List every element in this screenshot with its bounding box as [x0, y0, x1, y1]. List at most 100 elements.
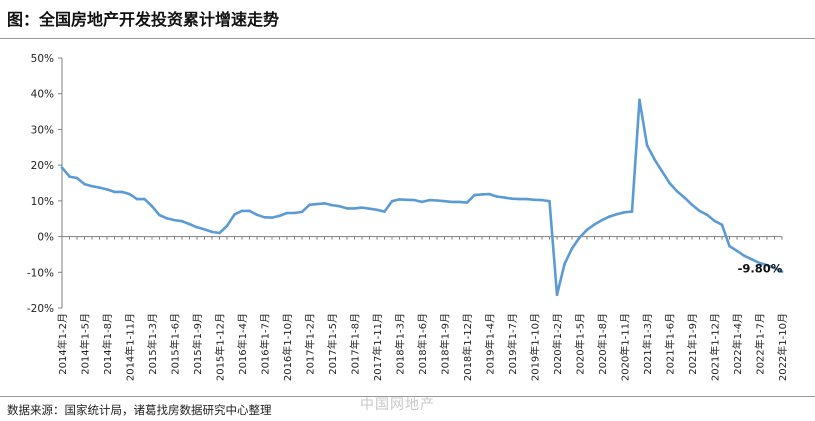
- y-tick-label: -20%: [27, 303, 54, 315]
- data-point: [300, 210, 304, 214]
- data-point: [263, 215, 266, 219]
- x-tick-label: 2020年1-11月: [619, 313, 632, 381]
- data-point: [375, 208, 379, 212]
- data-point: [75, 176, 79, 180]
- data-point: [435, 199, 439, 202]
- x-tick-label: 2018年1-6月: [416, 313, 429, 375]
- data-point: [195, 225, 199, 229]
- watermark: 中国网地产: [360, 397, 435, 413]
- data-point: [308, 203, 311, 207]
- x-tick-label: 2022年1-10月: [776, 313, 789, 381]
- data-point: [353, 207, 356, 210]
- data-point: [383, 210, 386, 213]
- data-point: [293, 211, 296, 215]
- x-tick-label: 2019年1-10月: [529, 313, 542, 381]
- chart-title: 图：全国房地产开发投资累计增速走势: [7, 10, 280, 29]
- data-point: [600, 218, 604, 222]
- data-point: [683, 196, 686, 199]
- data-point: [113, 190, 116, 194]
- data-point: [203, 228, 206, 231]
- y-tick-label: 30%: [31, 124, 54, 136]
- data-point: [143, 197, 146, 201]
- x-tick-label: 2018年1-9月: [439, 313, 452, 375]
- data-point: [488, 192, 491, 196]
- data-point: [735, 249, 739, 253]
- data-point: [83, 182, 86, 186]
- x-tick-label: 2015年1-6月: [169, 313, 182, 375]
- data-point: [525, 197, 529, 201]
- data-point: [158, 213, 161, 217]
- data-point: [728, 244, 731, 248]
- data-point: [180, 219, 184, 223]
- x-tick-label: 2021年1-9月: [686, 313, 699, 375]
- data-point: [188, 222, 191, 226]
- data-point: [773, 266, 776, 270]
- data-point: [240, 209, 244, 213]
- data-point: [480, 193, 484, 196]
- x-tick-label: 2021年1-3月: [641, 313, 654, 375]
- x-tick-label: 2017年1-2月: [304, 313, 317, 375]
- data-point: [368, 207, 371, 211]
- series-line: [60, 98, 784, 297]
- source-note: 数据来源：国家统计局，诸葛找房数据研究中心整理: [7, 403, 272, 417]
- data-point: [660, 169, 664, 173]
- x-tick-label: 2014年1-11月: [124, 313, 137, 381]
- x-tick-label: 2014年1-2月: [56, 313, 69, 375]
- data-point: [330, 203, 334, 207]
- data-point: [780, 270, 784, 273]
- data-point: [128, 192, 131, 196]
- x-tick-label: 2015年1-3月: [146, 313, 159, 375]
- x-tick-label: 2014年1-8月: [101, 313, 114, 375]
- data-point: [120, 190, 124, 194]
- data-point: [323, 202, 326, 205]
- data-point: [390, 199, 394, 203]
- data-point: [225, 224, 229, 228]
- x-tick-label: 2017年1-8月: [349, 313, 362, 375]
- data-point: [668, 181, 671, 185]
- data-point: [548, 199, 551, 203]
- data-point: [555, 293, 559, 297]
- data-point: [233, 213, 236, 216]
- data-point: [570, 247, 574, 250]
- data-point: [540, 198, 544, 202]
- y-tick-label: 20%: [31, 160, 54, 172]
- data-point: [135, 197, 139, 201]
- data-point: [623, 210, 626, 214]
- data-point: [743, 254, 746, 258]
- y-tick-label: 10%: [31, 196, 54, 208]
- data-point: [518, 197, 521, 201]
- data-point: [495, 195, 499, 198]
- data-point: [105, 188, 109, 191]
- x-tick-label: 2019年1-7月: [506, 313, 519, 375]
- data-point: [450, 200, 454, 204]
- data-point: [443, 199, 446, 203]
- data-point: [360, 206, 364, 209]
- data-point: [645, 143, 649, 147]
- data-point: [428, 198, 431, 202]
- bottom-divider: [0, 396, 815, 397]
- y-tick-label: 40%: [31, 89, 54, 101]
- data-point: [510, 197, 514, 201]
- data-point: [608, 215, 611, 218]
- data-point: [60, 166, 64, 169]
- data-point: [653, 158, 656, 161]
- x-tick-label: 2020年1-5月: [574, 313, 587, 375]
- data-point: [165, 217, 169, 220]
- x-tick-label: 2015年1-12月: [214, 313, 227, 381]
- data-point: [98, 186, 101, 189]
- data-point: [585, 228, 589, 232]
- data-point: [690, 203, 694, 207]
- y-tick-label: 0%: [37, 232, 54, 244]
- data-point: [698, 209, 701, 213]
- x-tick-label: 2019年1-4月: [484, 313, 497, 375]
- data-point: [503, 196, 506, 199]
- data-point: [533, 198, 536, 202]
- x-tick-label: 2014年1-5月: [79, 313, 92, 375]
- data-point: [405, 198, 409, 202]
- x-tick-label: 2017年1-5月: [326, 313, 339, 375]
- data-point: [210, 230, 214, 234]
- data-point: [473, 193, 476, 197]
- data-point: [173, 218, 176, 222]
- data-point: [615, 212, 619, 216]
- data-point: [345, 207, 349, 210]
